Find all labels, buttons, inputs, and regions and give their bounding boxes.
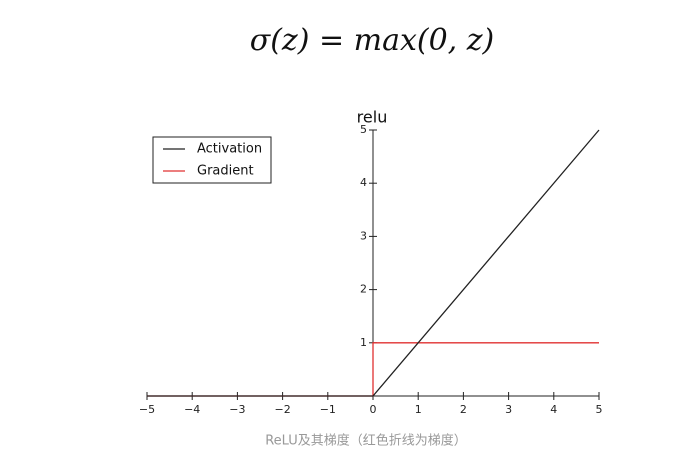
y-tick-label: 4 xyxy=(360,176,367,189)
x-tick-label: −5 xyxy=(139,403,155,416)
x-tick-label: −4 xyxy=(184,403,200,416)
formula: σ(z) = max(0, z) xyxy=(250,23,495,58)
x-tick-label: 1 xyxy=(415,403,422,416)
x-tick-label: 4 xyxy=(550,403,557,416)
x-tick-label: −3 xyxy=(229,403,245,416)
x-tick-label: 2 xyxy=(460,403,467,416)
x-tick-label: 5 xyxy=(596,403,603,416)
y-tick-label: 2 xyxy=(360,283,367,296)
legend-label: Gradient xyxy=(197,164,254,179)
series-line xyxy=(147,342,599,397)
y-tick-label: 3 xyxy=(360,229,367,242)
y-tick-label: 5 xyxy=(360,123,367,136)
x-tick-label: 3 xyxy=(505,403,512,416)
x-tick-label: −1 xyxy=(320,403,336,416)
series-line xyxy=(147,129,600,397)
legend-box xyxy=(152,136,272,184)
chart-title: relu xyxy=(357,108,388,127)
y-tick-label: 1 xyxy=(360,336,367,349)
legend-label: Activation xyxy=(197,142,262,157)
x-tick-label: 0 xyxy=(370,403,377,416)
x-tick-label: −2 xyxy=(274,403,290,416)
caption: ReLU及其梯度（红色折线为梯度） xyxy=(265,433,467,449)
